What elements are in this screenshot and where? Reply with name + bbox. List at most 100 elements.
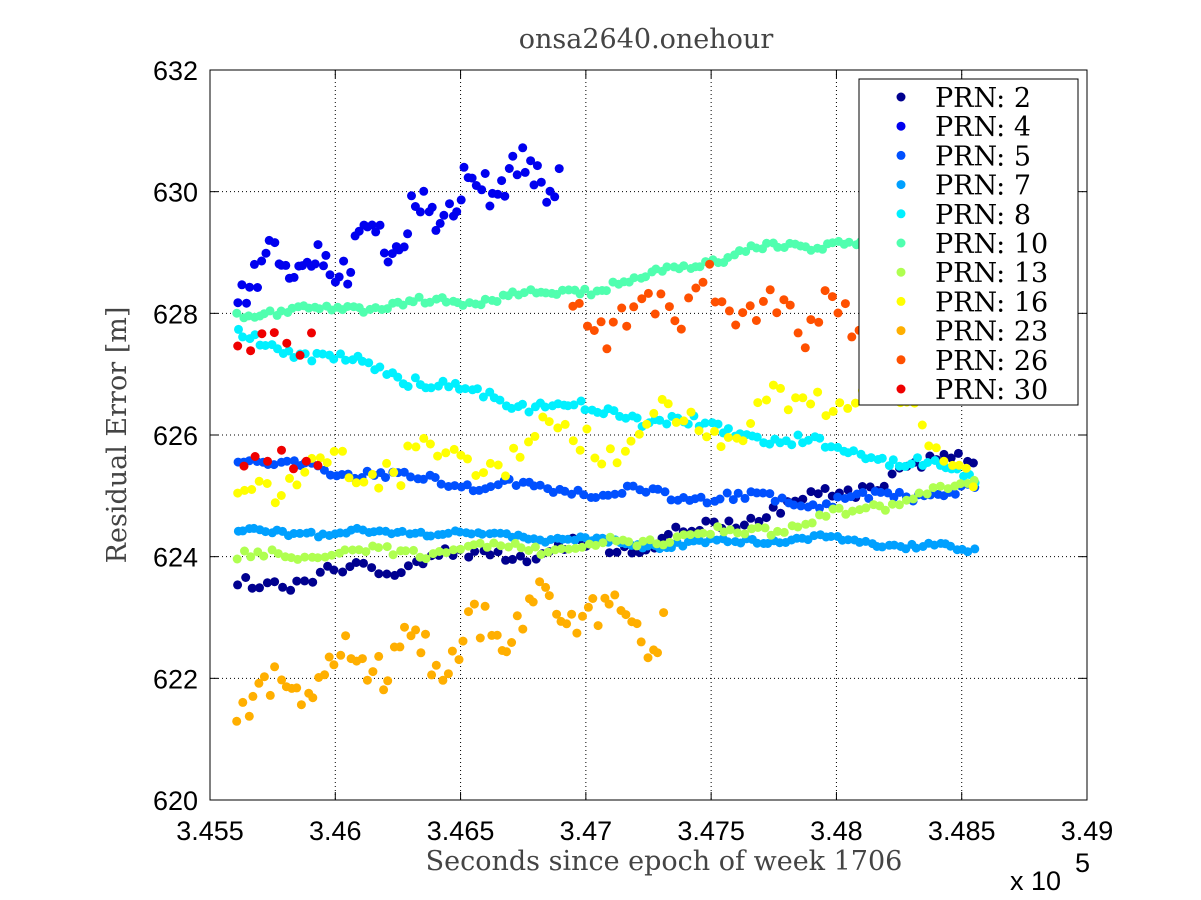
data-point (602, 344, 612, 354)
data-point (443, 669, 453, 679)
data-point (361, 547, 371, 557)
data-point (320, 670, 330, 680)
data-point (458, 636, 468, 646)
data-point (477, 529, 487, 539)
data-point (770, 496, 780, 506)
data-point (262, 578, 272, 588)
data-point (374, 569, 384, 579)
data-point (917, 420, 927, 430)
data-point (300, 576, 310, 586)
data-point (567, 489, 577, 499)
data-point (722, 488, 732, 498)
data-point (768, 380, 778, 390)
data-point (233, 488, 243, 498)
data-point (426, 383, 436, 393)
data-point (762, 238, 772, 248)
data-point (485, 458, 495, 468)
data-point (552, 609, 562, 619)
data-point (282, 338, 292, 348)
data-point (577, 542, 587, 552)
x-tick-label: 3.485 (928, 816, 996, 846)
data-point (694, 426, 704, 436)
data-point (296, 700, 306, 710)
data-point (447, 646, 457, 656)
data-point (806, 399, 816, 409)
data-point (367, 563, 377, 573)
data-point (950, 489, 960, 499)
data-point (233, 298, 243, 308)
data-point (760, 523, 770, 533)
data-point (441, 548, 451, 558)
legend-label: PRN: 4 (935, 112, 1031, 143)
data-point (813, 387, 823, 397)
data-point (524, 437, 533, 447)
series-prn-4 (233, 143, 564, 308)
data-point (612, 458, 622, 468)
data-point (833, 492, 843, 502)
data-point (354, 226, 364, 236)
data-point (663, 399, 673, 409)
data-point (329, 446, 339, 456)
data-point (492, 297, 502, 306)
data-point (779, 527, 789, 537)
data-point (403, 561, 413, 571)
data-point (591, 493, 601, 502)
data-point (516, 551, 525, 561)
data-point (696, 492, 706, 502)
data-point (289, 456, 299, 466)
data-point (789, 500, 799, 510)
data-point (439, 210, 449, 220)
data-point (389, 467, 399, 477)
data-point (403, 441, 413, 451)
data-point (580, 284, 590, 294)
data-point (590, 453, 600, 463)
data-point (564, 544, 574, 554)
data-point (281, 260, 291, 270)
legend-box (858, 78, 1079, 406)
data-point (641, 272, 650, 282)
data-point (671, 417, 681, 427)
data-point (341, 355, 351, 365)
data-point (247, 583, 257, 593)
data-point (246, 346, 256, 356)
data-point (954, 460, 964, 470)
data-point (257, 256, 267, 266)
legend-marker (896, 355, 906, 365)
data-point (524, 407, 534, 417)
data-point (508, 554, 517, 564)
x-tick-label: 3.455 (176, 816, 244, 846)
data-point (591, 540, 601, 550)
data-point (430, 473, 440, 482)
data-point (679, 530, 689, 540)
data-point (939, 456, 949, 466)
data-point (343, 279, 353, 289)
data-point (529, 180, 539, 190)
data-point (686, 407, 696, 417)
data-point (676, 324, 686, 334)
data-point (427, 670, 437, 680)
data-point (961, 463, 971, 473)
data-point (431, 225, 441, 235)
legend-item: PRN: 13 (896, 258, 1048, 289)
data-point (509, 443, 519, 453)
data-point (277, 675, 287, 685)
data-point (877, 453, 887, 463)
data-point (582, 424, 592, 434)
data-point (410, 373, 420, 383)
y-tick-label: 626 (153, 421, 198, 451)
data-point (475, 633, 485, 643)
data-point (269, 328, 279, 338)
data-point (738, 436, 748, 446)
data-point (480, 169, 490, 178)
data-point (848, 506, 857, 516)
x-tick-label: 3.49 (1061, 816, 1114, 846)
data-point (609, 406, 619, 416)
data-point (507, 638, 517, 647)
data-point (374, 543, 383, 553)
data-point (284, 346, 294, 356)
data-point (292, 480, 302, 490)
data-point (325, 270, 335, 280)
data-point (821, 511, 831, 521)
legend-label: PRN: 7 (935, 171, 1031, 202)
